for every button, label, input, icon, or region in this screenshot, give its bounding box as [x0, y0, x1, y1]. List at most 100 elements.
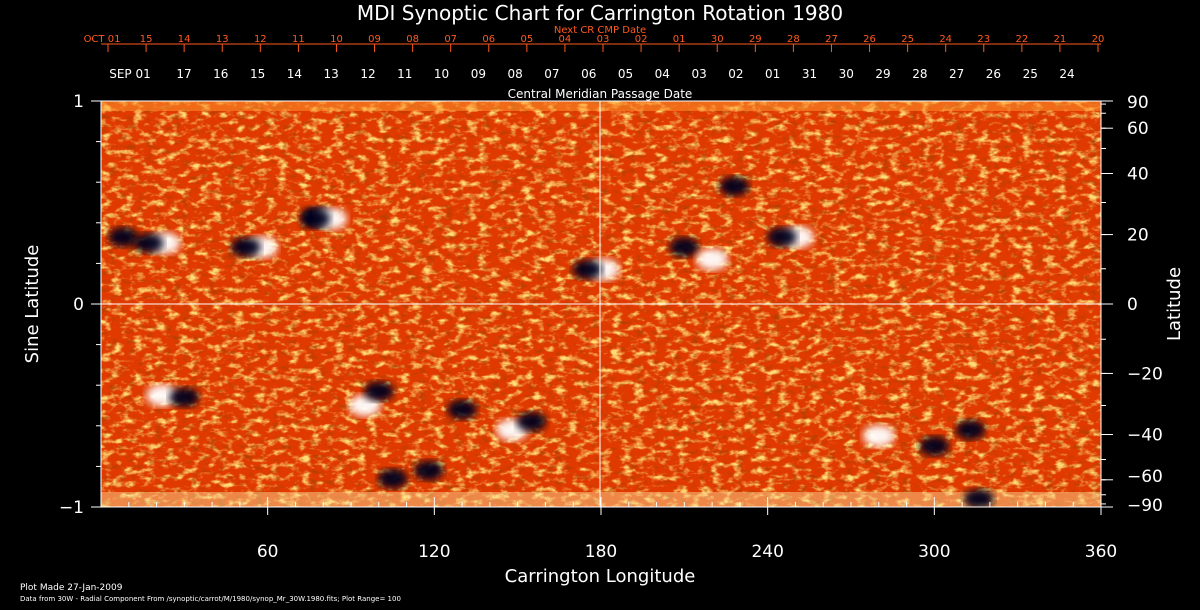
- top-axis-tick-label: 07: [444, 34, 457, 45]
- negative-polarity-region: [169, 387, 200, 408]
- top-axis-tick-label: 24: [939, 34, 952, 45]
- negative-polarity-region: [133, 233, 164, 254]
- right-y-tick-label: −40: [1127, 425, 1163, 445]
- top-axis-tick-label: 30: [711, 34, 724, 45]
- positive-polarity-region: [862, 424, 895, 447]
- top-axis-tick-label: 04: [559, 34, 572, 45]
- right-y-axis-label: Latitude: [1164, 267, 1185, 341]
- negative-polarity-region: [363, 381, 394, 402]
- top-axis-tick-label: 06: [482, 34, 495, 45]
- top-axis-tick-label: 09: [368, 34, 381, 45]
- cmp-axis-tick-label: 29: [875, 67, 890, 81]
- plot-made-note: Plot Made 27-Jan-2009: [20, 583, 123, 593]
- top-axis-tick-label: 08: [406, 34, 419, 45]
- right-y-tick-label: −20: [1127, 364, 1163, 384]
- x-tick-label: 180: [585, 542, 617, 562]
- top-axis-tick-label: 20: [1092, 34, 1105, 45]
- cmp-axis-tick-label: 07: [544, 67, 559, 81]
- top-axis-tick-label: 15: [140, 34, 153, 45]
- cmp-axis-tick-label: 15: [250, 67, 265, 81]
- right-y-tick-label: 40: [1127, 165, 1149, 185]
- cmp-axis-tick-label: 25: [1023, 67, 1038, 81]
- cmp-axis-tick-label: 31: [802, 67, 817, 81]
- x-axis-ticks: 60 120 180 240 300 360: [128, 497, 1117, 562]
- negative-polarity-region: [413, 460, 444, 481]
- right-y-tick-label: 60: [1127, 119, 1149, 139]
- top-axis-tick-label: 13: [216, 34, 229, 45]
- cmp-axis-tick-label: 13: [324, 67, 339, 81]
- negative-polarity-region: [447, 399, 478, 420]
- active-regions: [108, 176, 994, 507]
- negative-polarity-region: [108, 227, 139, 248]
- right-y-tick-label: 20: [1127, 226, 1149, 246]
- top-axis-tick-label: 26: [863, 34, 876, 45]
- cmp-axis-label: Central Meridian Passage Date: [508, 87, 693, 101]
- cmp-axis-tick-label: 30: [839, 67, 854, 81]
- cmp-axis-tick-label: 02: [728, 67, 743, 81]
- cmp-axis-tick-label: 17: [176, 67, 191, 81]
- cmp-axis-tick-label: 01: [765, 67, 780, 81]
- cmp-axis-tick-label: 04: [655, 67, 670, 81]
- top-axis-tick-label: 29: [749, 34, 762, 45]
- north-pole-band: [101, 101, 1101, 111]
- x-tick-label: 360: [1085, 542, 1117, 562]
- magnetogram-map: [101, 101, 1101, 507]
- top-axis-tick-label: OCT 01: [84, 34, 121, 45]
- positive-polarity-region: [146, 384, 179, 407]
- cmp-axis-tick-label: 16: [213, 67, 228, 81]
- chart-title: MDI Synoptic Chart for Carrington Rotati…: [357, 1, 843, 25]
- right-y-tick-label: −90: [1127, 496, 1163, 516]
- top-axis-tick-label: 23: [977, 34, 990, 45]
- top-axis-tick-label: 12: [254, 34, 267, 45]
- cmp-axis-tick-label: 08: [507, 67, 522, 81]
- top-axis-tick-label: 14: [178, 34, 191, 45]
- negative-polarity-region: [766, 227, 797, 248]
- top-axis-label: Next CR CMP Date: [554, 25, 646, 36]
- x-tick-label: 60: [257, 542, 279, 562]
- top-axis-tick-label: 10: [330, 34, 343, 45]
- left-y-axis-label: Sine Latitude: [22, 245, 43, 364]
- positive-polarity-region: [696, 248, 729, 271]
- negative-polarity-region: [572, 259, 603, 280]
- left-y-tick-label: −1: [59, 498, 84, 518]
- top-axis-tick-label: 02: [635, 34, 648, 45]
- cmp-axis-tick-label: SEP 01: [109, 67, 151, 81]
- cmp-axis-tick-label: 12: [360, 67, 375, 81]
- right-y-axis-ticks: 90 60 40 20 0 −20 −40 −60 −90: [1101, 93, 1163, 516]
- negative-polarity-region: [516, 411, 547, 432]
- cmp-axis-tick-label: 09: [471, 67, 486, 81]
- top-axis-tick-label: 27: [825, 34, 838, 45]
- negative-polarity-region: [919, 436, 950, 457]
- left-y-tick-label: 0: [73, 295, 84, 315]
- cmp-axis-tick-label: 27: [949, 67, 964, 81]
- cmp-axis-tick-label: 10: [434, 67, 449, 81]
- top-axis-tick-label: 11: [292, 34, 305, 45]
- top-axis-tick-label: 03: [597, 34, 610, 45]
- negative-polarity-region: [719, 176, 750, 197]
- negative-polarity-region: [963, 488, 994, 507]
- x-tick-label: 120: [418, 542, 450, 562]
- top-axis-tick-label: 28: [787, 34, 800, 45]
- right-y-tick-label: 0: [1127, 295, 1138, 315]
- left-y-tick-label: 1: [73, 92, 84, 112]
- x-axis-label: Carrington Longitude: [505, 566, 696, 587]
- top-axis-tick-label: 25: [901, 34, 914, 45]
- top-axis-tick-label: 01: [673, 34, 686, 45]
- cmp-axis-tick-label: 06: [581, 67, 596, 81]
- negative-polarity-region: [955, 419, 986, 440]
- cmp-axis-ticks: SEP 01 17 16 15 14 13 12 11 10 09 08 07 06 05 04 03 02 01…: [109, 67, 1074, 81]
- right-y-tick-label: −60: [1127, 467, 1163, 487]
- cmp-axis-tick-label: 05: [618, 67, 633, 81]
- top-axis-tick-label: 21: [1054, 34, 1067, 45]
- left-y-axis-ticks: 1 0 −1: [59, 92, 101, 518]
- negative-polarity-region: [669, 237, 700, 258]
- top-axis-ticks: OCT 01 15 14 13 12 11 10 09 08 07 06 05 04 03 02 01 30 29…: [84, 34, 1105, 52]
- x-tick-label: 300: [918, 542, 950, 562]
- cmp-axis-tick-label: 26: [986, 67, 1001, 81]
- right-y-tick-label: 90: [1127, 93, 1149, 113]
- cmp-axis-tick-label: 11: [397, 67, 412, 81]
- cmp-axis-tick-label: 03: [691, 67, 706, 81]
- top-axis-tick-label: 05: [520, 34, 533, 45]
- negative-polarity-region: [300, 208, 331, 229]
